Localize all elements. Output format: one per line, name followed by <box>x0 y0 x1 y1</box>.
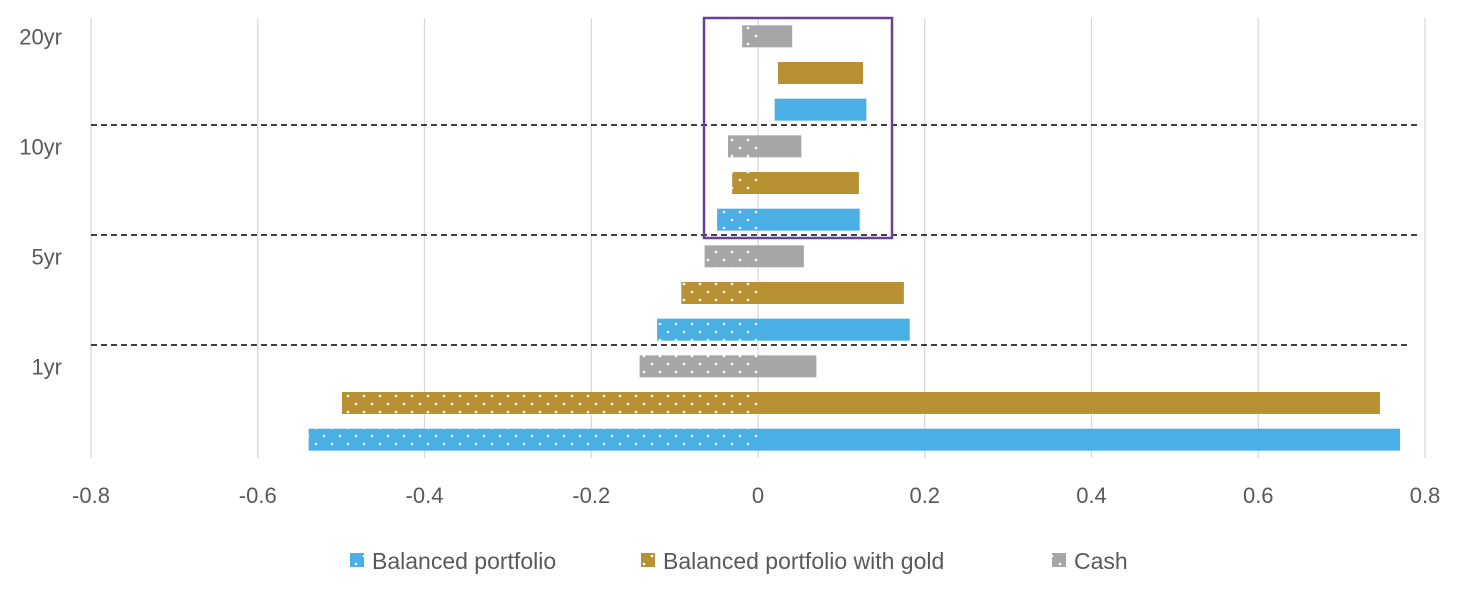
x-tick-label: 0.6 <box>1243 483 1274 508</box>
bar-balanced-portfolio-with-gold-20yr <box>778 62 864 84</box>
category-label: 5yr <box>31 244 62 269</box>
highlight-box <box>702 16 894 240</box>
x-tick-label: -0.2 <box>572 483 610 508</box>
bar-negative-dots <box>341 392 758 414</box>
legend-label: Cash <box>1074 548 1128 574</box>
x-tick-label: 0.2 <box>909 483 940 508</box>
bar-negative-dots <box>308 428 758 451</box>
x-tick-label: 0.8 <box>1410 483 1441 508</box>
bar-negative-dots <box>704 245 758 268</box>
bar-negative-dots <box>681 282 758 304</box>
bar-negative-dots <box>742 25 758 48</box>
legend-marker-dots <box>1052 553 1066 567</box>
bar-negative-dots <box>657 318 758 341</box>
x-tick-label: 0 <box>752 483 764 508</box>
bar-negative-dots <box>732 172 758 194</box>
bar-negative-dots <box>727 135 758 158</box>
legend-marker-dots <box>641 553 655 567</box>
bar-balanced-portfolio-20yr <box>774 98 867 121</box>
x-tick-label: -0.4 <box>406 483 444 508</box>
x-tick-label: 0.4 <box>1076 483 1107 508</box>
bar-negative-dots <box>717 208 758 231</box>
bar-balanced-portfolio-with-gold-10yr <box>732 172 859 194</box>
legend-marker-dots <box>350 553 364 567</box>
x-tick-label: -0.8 <box>72 483 110 508</box>
legend-label: Balanced portfolio with gold <box>663 548 944 574</box>
x-tick-label: -0.6 <box>239 483 277 508</box>
category-label: 1yr <box>31 354 62 379</box>
legend-label: Balanced portfolio <box>372 548 556 574</box>
bar-negative-dots <box>639 355 758 378</box>
category-label: 20yr <box>19 24 62 49</box>
category-label: 10yr <box>19 134 62 159</box>
